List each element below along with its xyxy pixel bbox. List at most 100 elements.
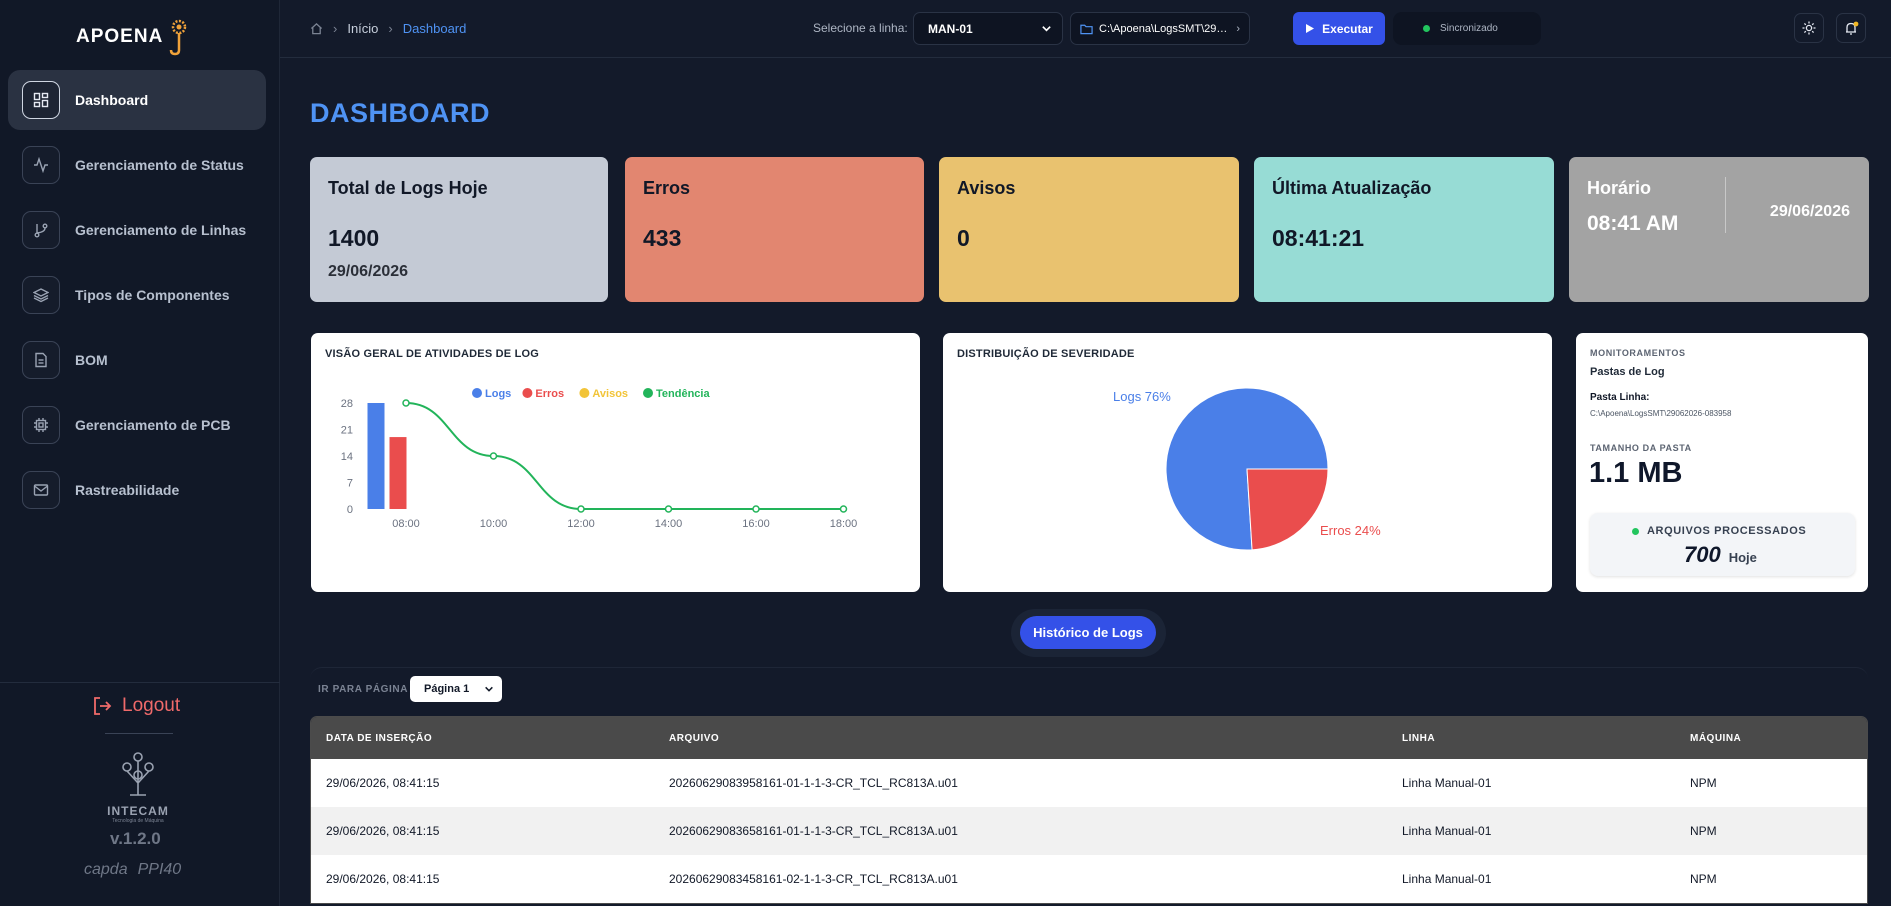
logout-button[interactable]: Logout — [92, 695, 180, 717]
cell-machine: NPM — [1690, 872, 1717, 886]
intecam-subtitle: Tecnologia de Máquina — [112, 818, 164, 824]
legend-swatch — [579, 388, 590, 398]
trend-point — [402, 399, 410, 407]
theme-toggle-button[interactable] — [1794, 13, 1824, 43]
sidebar-item-pcb[interactable]: Gerenciamento de PCB — [8, 395, 266, 455]
execute-label: Executar — [1322, 21, 1373, 36]
y-tick-label: 7 — [347, 478, 353, 490]
log-activity-panel: VISÃO GERAL DE ATIVIDADES DE LOG Logs Err… — [311, 333, 920, 592]
processed-files-value: 700 — [1684, 542, 1721, 567]
table-row[interactable]: 29/06/2026, 08:41:15 20260629083458161-0… — [311, 855, 1867, 903]
sync-status-label: Sincronizado — [1440, 23, 1498, 34]
processed-files-box: ARQUIVOS PROCESSADOS 700 Hoje — [1590, 513, 1855, 576]
folder-path-text: C:\Apoena\LogsSMT\29062026-... — [1099, 22, 1230, 35]
sidebar-item-traceability[interactable]: Rastreabilidade — [8, 460, 266, 520]
chevron-right-icon: › — [1236, 22, 1240, 35]
logout-icon — [94, 697, 112, 715]
table-row[interactable]: 29/06/2026, 08:41:15 20260629083958161-0… — [311, 759, 1867, 807]
column-header-machine[interactable]: MÁQUINA — [1690, 732, 1742, 744]
execute-button[interactable]: Executar — [1293, 12, 1385, 45]
card-warnings: Avisos 0 — [939, 157, 1239, 302]
mail-icon — [22, 471, 60, 509]
apoena-logo[interactable]: APOENA — [76, 18, 189, 56]
card-date: 29/06/2026 — [328, 263, 409, 280]
bell-icon — [1845, 21, 1858, 35]
log-activity-chart: Logs Erros Avisos Tendência 0 7 14 21 28 08:00 10:… — [341, 388, 858, 530]
y-tick-label: 0 — [347, 504, 353, 516]
intecam-logo: INTECAM Tecnologia de Máquina — [102, 751, 174, 824]
tree-logo-icon — [122, 752, 154, 796]
page-title: DASHBOARD — [310, 98, 490, 128]
folder-path-label: Pasta Linha: — [1590, 392, 1650, 403]
chevron-right-icon: › — [333, 21, 338, 36]
partner-logos: capda PPI40 — [84, 861, 181, 879]
breadcrumb-inicio[interactable]: Início — [347, 21, 379, 36]
logout-label: Logout — [122, 695, 181, 716]
card-value: 08:41 AM — [1587, 212, 1679, 235]
line-select-value: MAN-01 — [928, 21, 973, 36]
card-title: Total de Logs Hoje — [328, 178, 488, 198]
card-title: Horário — [1587, 178, 1652, 198]
line-select[interactable]: MAN-01 — [913, 12, 1063, 45]
sidebar-item-status[interactable]: Gerenciamento de Status — [8, 135, 266, 195]
column-header-file[interactable]: ARQUIVO — [669, 732, 720, 744]
sidebar-item-lines[interactable]: Gerenciamento de Linhas — [8, 200, 266, 260]
cell-date: 29/06/2026, 08:41:15 — [326, 776, 440, 790]
intecam-name: INTECAM — [107, 804, 169, 818]
sidebar-item-label: Gerenciamento de Linhas — [75, 222, 247, 238]
trend-point — [752, 505, 760, 513]
sidebar-item-label: Dashboard — [75, 92, 149, 108]
folder-size-value: 1.1 MB — [1589, 457, 1683, 489]
app-version: v.1.2.0 — [110, 829, 161, 848]
notifications-button[interactable] — [1836, 13, 1866, 43]
activity-icon — [22, 146, 60, 184]
cell-date: 29/06/2026, 08:41:15 — [326, 872, 440, 886]
trend-line — [405, 402, 844, 510]
sidebar-item-components[interactable]: Tipos de Componentes — [8, 265, 266, 325]
card-value: 433 — [643, 225, 682, 251]
card-total-logs: Total de Logs Hoje 1400 29/06/2026 — [310, 157, 608, 302]
pie-label-errors: Erros 24% — [1320, 523, 1381, 538]
sidebar-item-label: Gerenciamento de Status — [75, 157, 244, 173]
processed-files-header: ARQUIVOS PROCESSADOS — [1632, 525, 1806, 537]
sidebar-footer: Logout INTECAM Tecnologia de Máquina v.1… — [0, 682, 280, 906]
sun-logo-icon — [170, 19, 187, 56]
sidebar-item-label: Rastreabilidade — [75, 482, 180, 498]
chevron-right-icon: › — [388, 21, 393, 36]
sidebar-item-bom[interactable]: BOM — [8, 330, 266, 390]
pie-label-logs: Logs 76% — [1113, 389, 1171, 404]
cell-machine: NPM — [1690, 824, 1717, 838]
x-tick-label: 18:00 — [830, 518, 858, 530]
cell-line: Linha Manual-01 — [1402, 776, 1492, 790]
card-title: Avisos — [957, 178, 1016, 198]
processed-files-suffix: Hoje — [1728, 550, 1757, 565]
x-tick-label: 16:00 — [742, 518, 770, 530]
folder-icon — [1080, 24, 1093, 34]
sun-icon — [1802, 21, 1816, 35]
monitoring-subheading: Pastas de Log — [1590, 366, 1665, 378]
bar-logs — [367, 403, 385, 509]
sidebar-item-dashboard[interactable]: Dashboard — [8, 70, 266, 130]
capda-logo: capda — [84, 861, 128, 878]
card-date: 29/06/2026 — [1769, 203, 1850, 220]
x-tick-label: 14:00 — [655, 518, 683, 530]
home-icon[interactable] — [310, 22, 323, 35]
column-header-line[interactable]: LINHA — [1402, 732, 1436, 744]
sidebar-nav: Dashboard Gerenciamento de Status Gerenc… — [8, 70, 266, 525]
table-row[interactable]: 29/06/2026, 08:41:15 20260629083658161-0… — [311, 807, 1867, 855]
folder-path-selector[interactable]: C:\Apoena\LogsSMT\29062026-... › — [1070, 12, 1250, 45]
legend-swatch — [643, 388, 653, 398]
status-dot — [1632, 527, 1639, 535]
history-button-wrap: Histórico de Logs — [1011, 609, 1166, 657]
monitoring-heading: MONITORAMENTOS — [1590, 348, 1686, 358]
history-button[interactable]: Histórico de Logs — [1020, 616, 1156, 649]
card-time: Horário 08:41 AM 29/06/2026 — [1569, 157, 1869, 302]
column-header-date[interactable]: DATA DE INSERÇÃO — [326, 732, 433, 744]
goto-page-select[interactable]: Página 1 — [410, 676, 502, 702]
monitoring-panel: MONITORAMENTOS Pastas de Log Pasta Linha… — [1576, 333, 1868, 592]
goto-page-value: Página 1 — [424, 683, 470, 695]
processed-files-count: 700 Hoje — [1684, 542, 1757, 568]
goto-page-label: IR PARA PÁGINA — [318, 684, 409, 695]
legend-swatch — [472, 388, 482, 398]
legend-label: Tendência — [656, 388, 710, 400]
